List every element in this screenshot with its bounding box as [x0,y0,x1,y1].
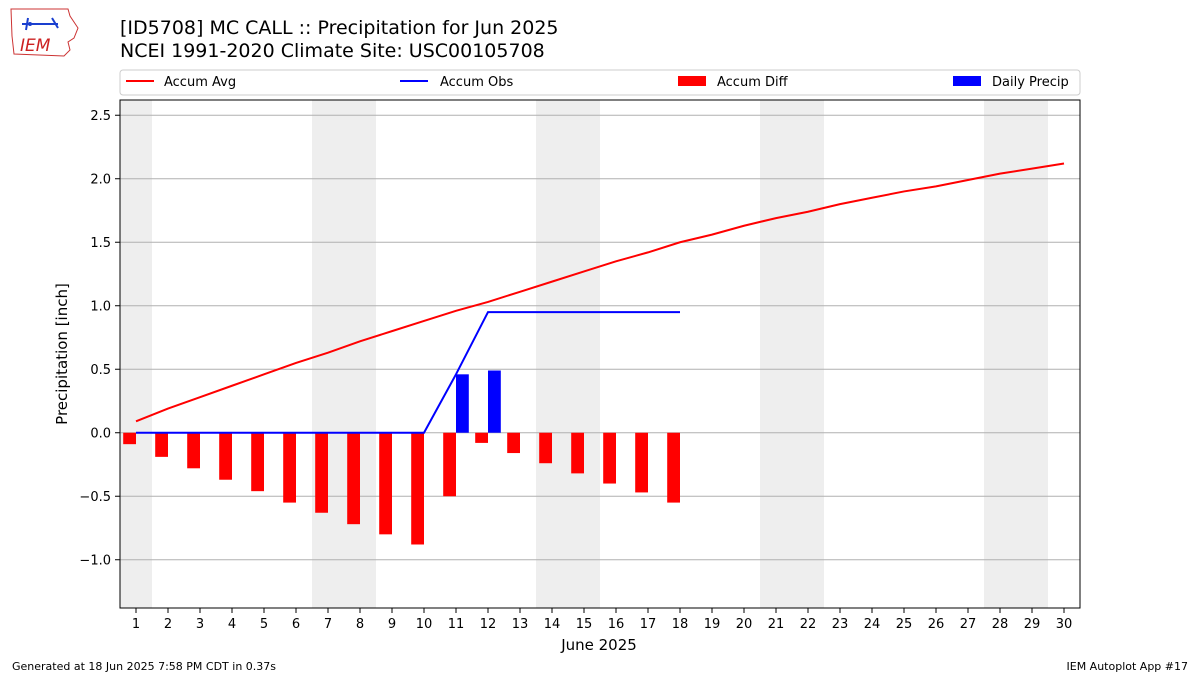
accum-diff-bar [155,432,168,457]
accum-diff-bar [123,432,136,445]
legend-label-diff: Accum Diff [717,75,789,90]
y-tick-label: 1.5 [90,236,111,251]
x-tick-label: 29 [1024,617,1041,632]
plot-frame [119,99,1081,609]
weekend-band [760,100,824,608]
legend: Accum Avg Accum Obs Accum Diff Daily Pre… [119,69,1081,96]
accum-diff-bar [571,432,584,474]
x-ticks: 1 2 3 4 5 6 7 8 9 10 11 12 13 14 15 16 17 18 19 20 21 22 23 24 2… [132,608,1072,632]
x-tick-label: 26 [928,617,945,632]
x-tick-label: 10 [416,617,433,632]
y-tick-label: −0.5 [79,490,111,505]
x-tick-label: 3 [196,617,204,632]
x-axis-label: June 2025 [560,636,637,654]
y-tick-label: 2.5 [90,109,111,124]
legend-label-obs: Accum Obs [440,75,513,90]
chart-title: [ID5708] MC CALL :: Precipitation for Ju… [120,17,559,39]
bars [123,370,680,545]
y-tick-label: 0.5 [90,363,111,378]
x-tick-label: 11 [448,617,465,632]
accum-diff-bar [475,432,488,443]
accum-diff-bar [283,432,296,503]
x-tick-label: 19 [704,617,721,632]
weekend-band [984,100,1048,608]
x-tick-label: 2 [164,617,172,632]
iem-logo: IEM [8,6,80,58]
accum-diff-bar [603,432,616,484]
x-tick-label: 20 [736,617,753,632]
logo-text: IEM [20,36,51,56]
accum-diff-bar [411,432,424,545]
x-tick-label: 21 [768,617,785,632]
accum-avg-line [135,162,1065,423]
footer-generated: Generated at 18 Jun 2025 7:58 PM CDT in … [12,660,277,673]
legend-label-avg: Accum Avg [164,75,236,90]
legend-box [119,69,1081,96]
accum-diff-bar [539,432,552,464]
x-tick-label: 30 [1056,617,1073,632]
weekend-band [536,100,600,608]
accum-obs-line [136,311,680,434]
x-tick-label: 9 [388,617,396,632]
accum-diff-bar [219,432,232,480]
x-tick-label: 18 [672,617,689,632]
accum-diff-bar [507,432,520,454]
x-tick-label: 28 [992,617,1009,632]
chart-subtitle: NCEI 1991-2020 Climate Site: USC00105708 [120,40,545,62]
daily-precip-bar [456,374,469,433]
accum-diff-bar [667,432,680,503]
x-tick-label: 16 [608,617,625,632]
accum-diff-bar [251,432,264,492]
accum-diff-bar [379,432,392,535]
legend-swatch-diff [678,76,706,86]
accum-diff-bar [315,432,328,513]
x-tick-label: 4 [228,617,236,632]
x-tick-label: 13 [512,617,529,632]
y-tick-label: 1.0 [90,300,111,315]
y-axis-label: Precipitation [inch] [53,283,71,425]
accum-diff-bar [635,432,648,493]
footer-app: IEM Autoplot App #17 [1066,660,1189,673]
accum-diff-bar [187,432,200,469]
y-tick-label: −1.0 [79,554,111,569]
weekend-band [120,100,152,608]
x-tick-label: 5 [260,617,268,632]
accum-diff-bar [347,432,360,525]
y-tick-label: 0.0 [90,427,111,442]
x-tick-label: 1 [132,617,140,632]
accum-diff-bar [443,432,456,497]
x-tick-label: 7 [324,617,332,632]
weekend-bands [120,100,1048,608]
x-tick-label: 15 [576,617,593,632]
x-tick-label: 8 [356,617,364,632]
x-tick-label: 23 [832,617,849,632]
y-ticks: −1.0 −0.5 0.0 0.5 1.0 1.5 2.0 2.5 [79,109,120,569]
x-tick-label: 24 [864,617,881,632]
legend-swatch-daily [953,76,981,86]
x-tick-label: 27 [960,617,977,632]
legend-label-daily: Daily Precip [992,75,1069,90]
daily-precip-bar [488,370,501,433]
lines [135,162,1065,434]
x-tick-label: 17 [640,617,657,632]
x-tick-label: 6 [292,617,300,632]
x-tick-label: 14 [544,617,561,632]
y-tick-label: 2.0 [90,173,111,188]
x-tick-label: 22 [800,617,817,632]
x-tick-label: 12 [480,617,497,632]
x-tick-label: 25 [896,617,913,632]
